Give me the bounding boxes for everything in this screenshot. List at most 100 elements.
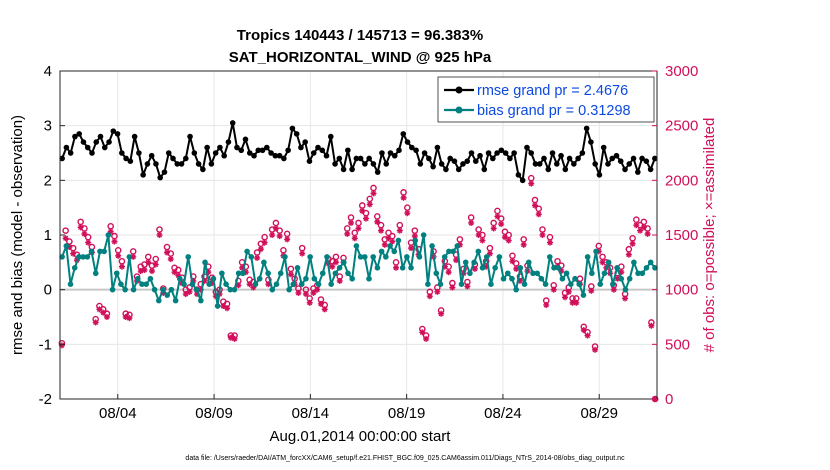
rmse-series-point [332, 161, 338, 167]
bias-series-point [496, 254, 503, 260]
bias-series-point [647, 259, 654, 266]
bias-series-point [635, 270, 641, 277]
bias-series-point [652, 265, 658, 271]
y-left-tick-label: 3 [44, 118, 52, 135]
rmse-series-point [421, 150, 428, 156]
y-right-tick-label: 2500 [665, 118, 698, 135]
rmse-series-point [652, 155, 658, 162]
obs-assimilated-point [449, 284, 456, 291]
obs-assimilated-point [535, 211, 542, 218]
rmse-series-point [119, 150, 125, 156]
obs-possible-point [62, 227, 69, 234]
rmse-series-point [464, 158, 471, 164]
obs-assimilated-point [317, 300, 324, 307]
obs-assimilated-point [528, 180, 535, 187]
bias-series-point [277, 270, 284, 277]
rmse-series-point [178, 161, 185, 167]
rmse-series-point [234, 144, 240, 151]
obs-assimilated-point [434, 288, 441, 295]
rmse-series-point [387, 150, 394, 156]
rmse-series-point [524, 144, 530, 151]
bias-series-point [311, 275, 318, 282]
rmse-series-point [643, 158, 650, 164]
bias-series-point [294, 265, 301, 271]
rmse-series-point [507, 155, 513, 162]
rmse-series-point [242, 136, 249, 143]
rmse-series-point [409, 144, 415, 151]
obs-assimilated-point [498, 221, 505, 228]
rmse-series-point [592, 161, 598, 167]
rmse-series-point [553, 161, 560, 167]
bias-series-point [454, 243, 461, 249]
bias-series-point [378, 248, 385, 255]
rmse-series-point [485, 150, 492, 156]
bias-series-point [349, 275, 355, 282]
rmse-series-point [255, 147, 262, 154]
bias-series-point [500, 275, 507, 282]
obs-assimilated-point [648, 322, 655, 329]
bias-series-point [160, 286, 166, 293]
rmse-series-point [323, 152, 330, 159]
obs-assimilated-point [531, 202, 538, 209]
rmse-series-point [515, 172, 522, 178]
y-left-tick-label: -1 [39, 336, 52, 353]
obs-assimilated-point [592, 346, 599, 353]
bias-series-point [568, 281, 574, 288]
obs-assimilated-point [302, 291, 309, 298]
obs-assimilated-point [501, 234, 508, 241]
rmse-series-point [264, 144, 270, 151]
bias-series-point [580, 292, 587, 298]
obs-assimilated-point [299, 250, 306, 257]
rmse-series-point [549, 150, 556, 156]
obs-assimilated-point [359, 207, 366, 214]
rmse-series-point [165, 150, 172, 156]
bias-series-point [412, 237, 419, 244]
y-right-tick-label: 500 [665, 336, 690, 353]
bias-series-point [614, 265, 620, 271]
bias-series-point [214, 303, 221, 309]
bias-series-point [572, 275, 578, 282]
rmse-series-point [617, 158, 624, 164]
obs-assimilated-point [126, 315, 133, 322]
bias-series-point [626, 275, 633, 282]
obs-assimilated-point [464, 283, 471, 290]
obs-assimilated-point [141, 266, 148, 273]
rmse-series-point [89, 150, 95, 156]
rmse-series-point [101, 144, 108, 151]
bias-series-point [622, 286, 629, 293]
obs-assimilated-point [633, 222, 640, 229]
rmse-series-point [528, 150, 535, 156]
rmse-series-point [148, 152, 155, 159]
obs-assimilated-point [115, 252, 122, 259]
bias-series-point [67, 281, 74, 288]
rmse-series-point [238, 147, 245, 154]
obs-assimilated-point [231, 335, 238, 342]
bias-series-point [298, 281, 305, 288]
bias-series-point [231, 286, 238, 293]
rmse-series-point [519, 177, 526, 184]
rmse-series-point [498, 147, 505, 154]
obs-assimilated-point [355, 225, 362, 232]
bias-series-point [408, 265, 414, 271]
obs-assimilated-point [640, 224, 647, 231]
rmse-series-point [477, 152, 483, 159]
bias-series-point [151, 286, 158, 293]
rmse-series-point [626, 161, 633, 167]
obs-assimilated-point [70, 250, 77, 257]
bias-series-point [366, 275, 372, 282]
obs-assimilated-point [246, 281, 253, 288]
obs-assimilated-point [344, 230, 351, 237]
obs-assimilated-point [393, 264, 400, 271]
bias-series-point [462, 259, 469, 266]
obs-assimilated-point [167, 256, 174, 263]
bias-series-point [471, 259, 477, 266]
rmse-series-point [127, 158, 134, 164]
bias-series-point [534, 270, 540, 277]
bias-series-point [126, 254, 133, 260]
obs-assimilated-point [118, 263, 125, 270]
rmse-series-point [481, 166, 488, 173]
rmse-series-point [426, 155, 432, 162]
obs-assimilated-point [385, 235, 392, 242]
rmse-series-point [97, 133, 104, 140]
bias-series-point [433, 270, 440, 277]
